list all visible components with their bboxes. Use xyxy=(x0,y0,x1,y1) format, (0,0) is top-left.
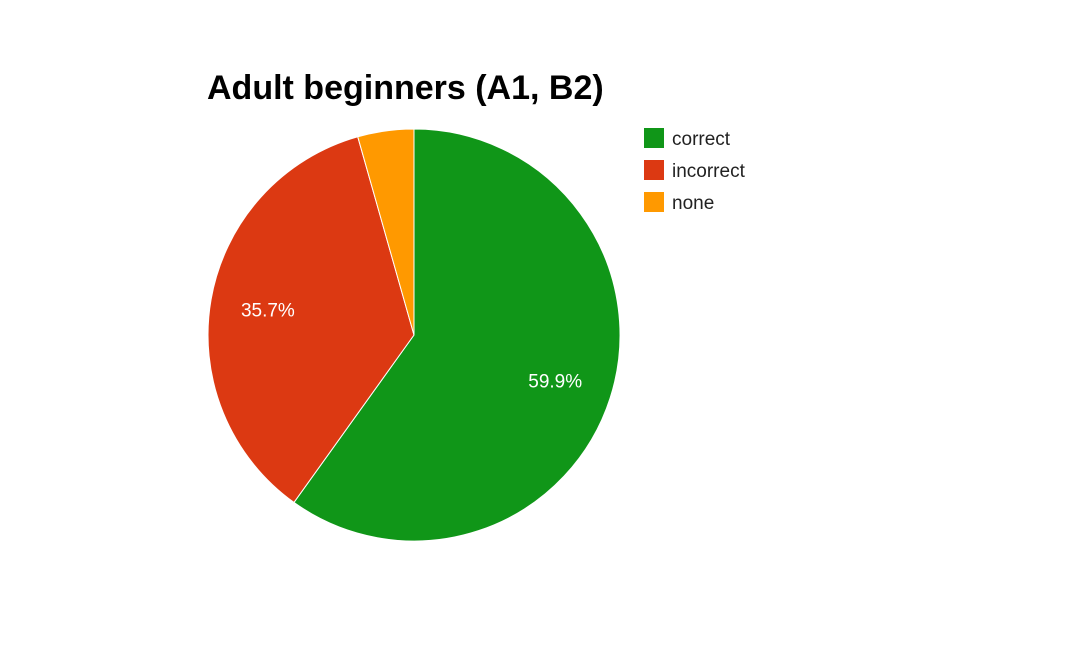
legend-label-correct: correct xyxy=(672,129,731,150)
pie-slice-correct xyxy=(293,128,621,542)
chart-title: Adult beginners (A1, B2) xyxy=(207,69,604,107)
legend-label-incorrect: incorrect xyxy=(672,161,746,182)
slice-label-incorrect: 35.7% xyxy=(241,301,295,322)
legend-label-none: none xyxy=(672,193,714,214)
legend: correct incorrect none xyxy=(644,128,746,214)
pie-slice-labels: 59.9% 35.7% xyxy=(241,301,582,393)
pie-slice-none xyxy=(357,128,415,336)
slice-label-correct: 59.9% xyxy=(528,371,582,392)
pie-slices xyxy=(207,128,621,542)
legend-swatch-correct xyxy=(644,128,664,148)
pie-slice-incorrect xyxy=(207,136,415,504)
legend-swatch-incorrect xyxy=(644,160,664,180)
legend-swatch-none xyxy=(644,192,664,212)
